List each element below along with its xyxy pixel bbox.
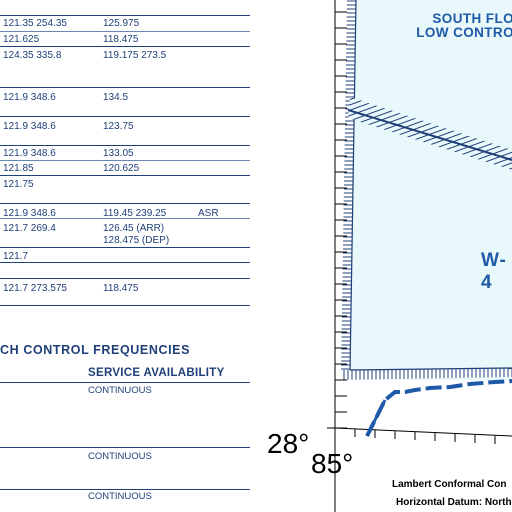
table-rule — [0, 31, 250, 32]
control-freq: 134.5 — [103, 92, 129, 103]
uhf-vhf-freq: 121.7 — [3, 251, 29, 262]
warning-area-label: W-4 — [481, 250, 507, 293]
uhf-vhf-freq: 121.9 348.6 — [3, 208, 56, 219]
table-rule — [0, 160, 250, 161]
uhf-vhf-freq: 124.35 335.8 — [3, 50, 62, 61]
control-freq: 125.975 — [103, 18, 140, 29]
boundary-line — [365, 379, 512, 437]
control-freq: 119.175 273.5 — [103, 50, 167, 61]
latitude-label: 28° — [267, 428, 310, 459]
table-rule — [0, 116, 250, 117]
uhf-vhf-freq: 121.75 — [3, 179, 34, 190]
longitude-label: 85° — [311, 448, 354, 479]
table-rule — [0, 175, 250, 176]
table-rule — [0, 247, 250, 248]
area-boundary-hatch — [341, 368, 512, 380]
service-availability: CONTINUOUS — [88, 451, 152, 462]
table-rule — [0, 87, 250, 88]
uhf-vhf-freq: 121.9 348.6 — [3, 121, 56, 132]
control-freq: 120.625 — [103, 163, 140, 174]
control-freq: 118.475 — [103, 283, 139, 294]
table-rule — [0, 447, 250, 448]
control-freq: 118.475 — [103, 34, 139, 45]
table-rule — [0, 305, 250, 306]
service-availability-header: SERVICE AVAILABILITY — [88, 367, 225, 379]
control-freq: 119.45 239.25 — [103, 208, 167, 219]
table-rule — [0, 15, 250, 16]
table-rule — [0, 278, 250, 279]
uhf-vhf-freq: 121.9 348.6 — [3, 92, 56, 103]
table-rule — [0, 203, 250, 204]
table-rule — [0, 489, 250, 490]
uhf-vhf-freq: 121.7 269.4 — [3, 223, 56, 234]
map-title-line: SOUTH FLO — [432, 11, 512, 26]
projection-note: Lambert Conformal Con — [392, 479, 507, 490]
frequency-table: 121.35 254.35 125.975 121.625 118.475 12… — [0, 0, 250, 512]
uhf-vhf-freq: 121.625 — [3, 34, 40, 45]
control-freq: 133.05 — [103, 148, 134, 159]
map-title: SOUTH FLO LOW CONTRO — [416, 12, 512, 40]
map-graphic — [327, 0, 512, 512]
table-rule — [0, 262, 250, 263]
map-title-line: LOW CONTRO — [416, 25, 512, 40]
uhf-vhf-freq: 121.35 254.35 — [3, 18, 67, 29]
service-availability: CONTINUOUS — [88, 491, 152, 502]
chart-map: SOUTH FLO LOW CONTRO W-4 28° 85° Lambert… — [255, 0, 512, 512]
area-boundary-hatch — [348, 97, 512, 170]
section-title: CH CONTROL FREQUENCIES — [0, 343, 191, 357]
table-rule — [0, 145, 250, 146]
uhf-vhf-freq: 121.85 — [3, 163, 34, 174]
datum-note: Horizontal Datum: North A — [396, 497, 512, 508]
uhf-vhf-freq: 121.9 348.6 — [3, 148, 56, 159]
service-type: ASR — [198, 208, 219, 219]
warning-area — [341, 0, 512, 380]
table-rule — [0, 382, 250, 383]
control-freq: 123.75 — [103, 121, 134, 132]
control-freq: 128.475 (DEP) — [103, 235, 170, 246]
table-rule — [0, 46, 250, 47]
uhf-vhf-freq: 121.7 273.575 — [3, 283, 67, 294]
service-availability: CONTINUOUS — [88, 385, 152, 396]
table-rule — [0, 218, 250, 219]
area-boundary-hatch — [341, 0, 356, 372]
control-freq: 126.45 (ARR) — [103, 223, 165, 234]
